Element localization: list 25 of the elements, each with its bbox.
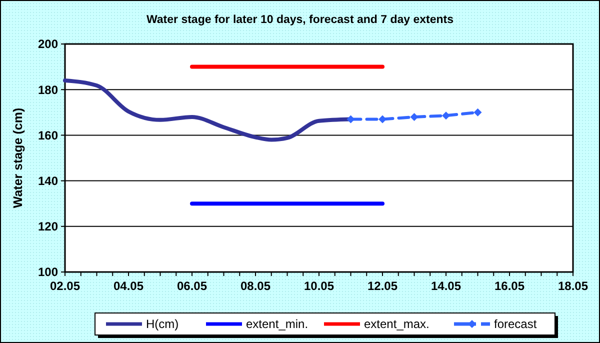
x-tick-label: 12.05 [367,279,398,293]
y-tick-label: 120 [38,220,58,234]
legend-label: H(cm) [146,317,179,332]
point [474,108,482,116]
x-tick-label: 18.05 [558,279,588,293]
y-tick-label: 180 [38,82,58,97]
y-tick-label: 160 [38,128,58,142]
point [410,112,418,121]
x-tick-label: 06.05 [176,279,208,293]
x-tick-label: 14.05 [430,279,462,293]
y-tick-label: 140 [38,174,58,188]
y-tick-label: 200 [38,37,58,52]
point [378,115,386,124]
point [442,112,450,120]
y-tick-label: 100 [38,265,58,280]
x-tick-label: 16.05 [494,279,525,293]
x-tick-label: 04.05 [113,279,144,293]
x-tick-label: 08.05 [240,279,271,293]
legend-label: extent_min. [246,317,308,332]
legend-label: forecast [494,317,538,332]
y-axis-title: Water stage (cm) [11,108,25,208]
x-tick-label: 02.05 [50,279,80,293]
chart-title: Water stage for later 10 days, forecast and 7 day extents [146,14,454,26]
x-tick-label: 10.05 [304,279,334,293]
legend-label: extent_max. [364,317,430,332]
